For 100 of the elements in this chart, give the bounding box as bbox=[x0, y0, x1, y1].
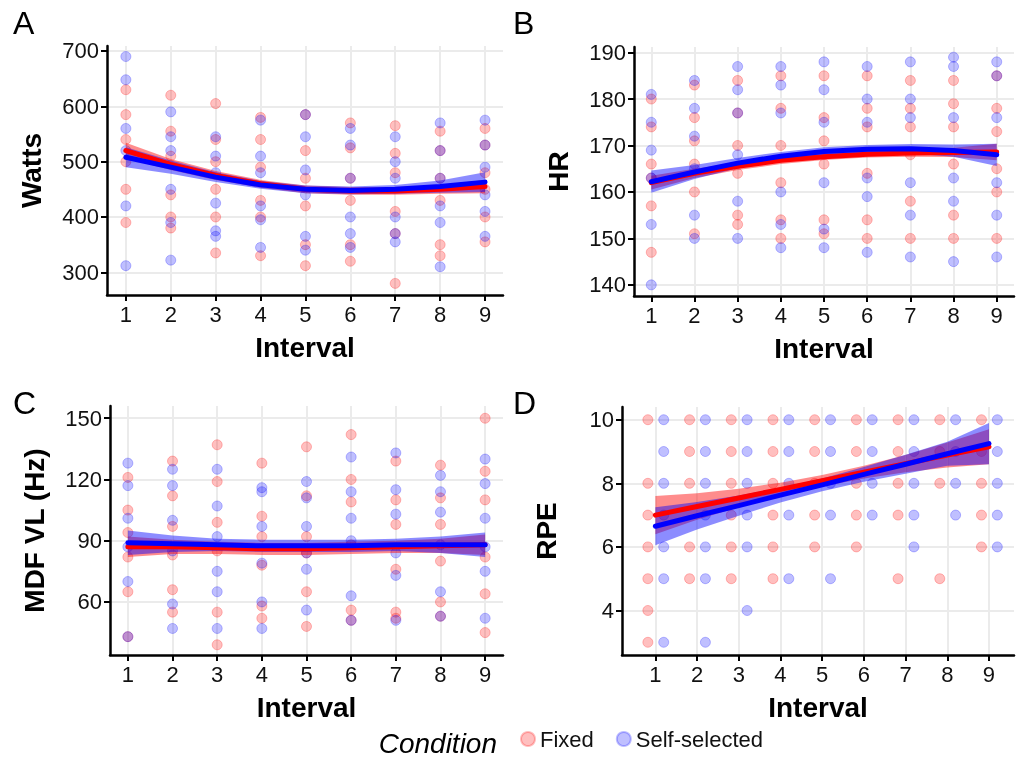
x-tick-label: 8 bbox=[941, 661, 954, 687]
point bbox=[809, 541, 821, 553]
point bbox=[850, 414, 862, 426]
point bbox=[948, 209, 960, 221]
point bbox=[165, 131, 177, 143]
x-tick-label: 1 bbox=[119, 301, 132, 327]
point bbox=[390, 518, 402, 530]
point bbox=[950, 509, 962, 521]
point bbox=[211, 586, 223, 598]
y-tick-label: 60 bbox=[77, 589, 102, 615]
y-tick-label: 150 bbox=[65, 405, 102, 431]
point bbox=[211, 476, 223, 488]
point bbox=[479, 512, 491, 524]
point bbox=[866, 509, 878, 521]
y-tick-label: 120 bbox=[65, 466, 102, 492]
point bbox=[301, 441, 312, 453]
point bbox=[434, 117, 446, 129]
point bbox=[256, 622, 268, 634]
x-tick-label: 9 bbox=[478, 301, 492, 327]
point bbox=[390, 484, 402, 496]
chart-title: A bbox=[13, 5, 35, 41]
point bbox=[809, 414, 821, 426]
point bbox=[892, 414, 904, 426]
point bbox=[389, 236, 401, 248]
point bbox=[991, 414, 1003, 426]
x-tick-label: 6 bbox=[861, 302, 874, 328]
point bbox=[434, 217, 446, 229]
point bbox=[775, 186, 787, 198]
point bbox=[688, 112, 700, 124]
x-tick-label: 1 bbox=[649, 661, 662, 687]
point bbox=[975, 509, 987, 521]
point bbox=[688, 209, 700, 221]
point bbox=[210, 197, 222, 209]
point bbox=[904, 56, 916, 68]
point bbox=[725, 541, 737, 553]
point bbox=[255, 241, 267, 253]
point bbox=[991, 163, 1003, 175]
point bbox=[948, 51, 960, 63]
point bbox=[434, 518, 446, 530]
point bbox=[934, 573, 946, 585]
legend-title: Condition bbox=[378, 727, 498, 757]
point bbox=[434, 261, 446, 273]
point bbox=[345, 604, 357, 616]
point bbox=[818, 135, 830, 147]
point bbox=[818, 223, 830, 235]
y-tick-label: 150 bbox=[589, 225, 626, 251]
point bbox=[658, 541, 670, 553]
point bbox=[167, 463, 179, 475]
point bbox=[479, 161, 491, 173]
point bbox=[725, 573, 737, 585]
point bbox=[741, 604, 753, 616]
point bbox=[645, 200, 657, 212]
point bbox=[775, 232, 787, 244]
point bbox=[345, 590, 357, 602]
x-tick-label: 2 bbox=[690, 661, 704, 687]
x-tick-label: 9 bbox=[982, 661, 996, 687]
point bbox=[389, 172, 401, 184]
point bbox=[299, 260, 311, 272]
point bbox=[767, 573, 779, 585]
point bbox=[904, 74, 916, 86]
point bbox=[434, 555, 446, 567]
point bbox=[479, 565, 491, 577]
point bbox=[256, 612, 268, 624]
point bbox=[809, 509, 821, 521]
chart-title: D bbox=[513, 385, 537, 421]
point bbox=[479, 627, 491, 639]
point bbox=[866, 446, 878, 458]
point bbox=[991, 102, 1003, 114]
point bbox=[908, 509, 920, 521]
point bbox=[389, 131, 401, 143]
point bbox=[120, 183, 132, 195]
point bbox=[991, 251, 1003, 263]
y-tick-label: 140 bbox=[589, 272, 626, 298]
y-tick-label: 170 bbox=[589, 132, 626, 158]
point bbox=[301, 520, 312, 532]
point bbox=[948, 74, 960, 86]
point bbox=[850, 446, 862, 458]
point bbox=[741, 414, 753, 426]
point bbox=[991, 56, 1003, 68]
point bbox=[825, 414, 837, 426]
point bbox=[434, 586, 446, 598]
point bbox=[210, 150, 222, 162]
point bbox=[991, 446, 1003, 458]
point bbox=[948, 61, 960, 73]
point bbox=[299, 131, 311, 143]
point bbox=[775, 177, 787, 189]
point bbox=[775, 61, 787, 73]
point bbox=[122, 512, 134, 524]
point bbox=[299, 200, 311, 212]
point bbox=[861, 70, 873, 82]
x-tick-label: 8 bbox=[434, 301, 447, 327]
point bbox=[479, 588, 491, 600]
point bbox=[684, 477, 696, 489]
point bbox=[767, 509, 779, 521]
y-tick-label: 180 bbox=[589, 86, 626, 112]
x-tick-label: 4 bbox=[255, 661, 268, 687]
point bbox=[861, 246, 873, 258]
point bbox=[165, 254, 177, 266]
point bbox=[991, 232, 1003, 244]
point bbox=[389, 277, 401, 289]
